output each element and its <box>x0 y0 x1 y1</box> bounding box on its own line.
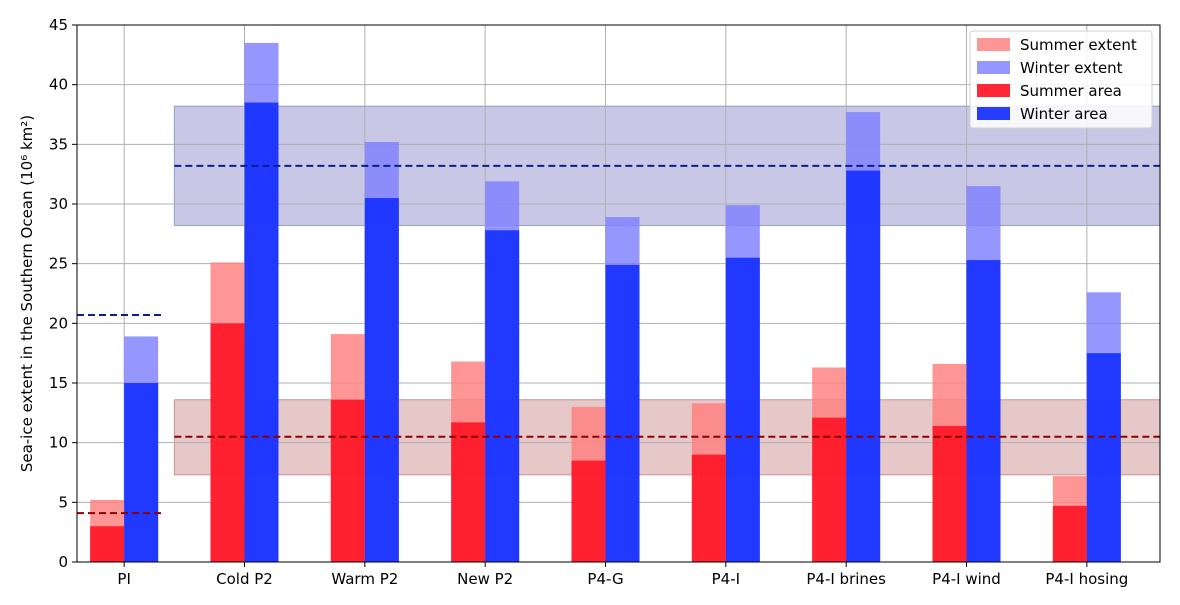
legend-swatch <box>977 84 1010 97</box>
bar-summer-area <box>90 526 125 562</box>
bar-winter-area <box>725 257 760 562</box>
legend-swatch <box>977 107 1010 120</box>
y-tick-label: 45 <box>49 16 68 34</box>
bar-winter-area <box>124 383 159 562</box>
bar-summer-area <box>451 422 486 562</box>
bar-summer-area <box>330 399 365 562</box>
bar-summer-area <box>210 323 245 562</box>
legend-label: Summer extent <box>1020 36 1137 54</box>
y-tick-label: 40 <box>49 76 68 94</box>
x-tick-label: Warm P2 <box>331 570 398 588</box>
legend-box <box>969 30 1153 129</box>
bar-winter-area <box>1086 353 1121 562</box>
x-tick-label: P4-I brines <box>806 570 886 588</box>
bar-summer-area <box>1052 505 1087 562</box>
legend-label: Winter extent <box>1020 59 1123 77</box>
reference-lines <box>77 164 1160 515</box>
bar-winter-area <box>244 102 279 563</box>
y-tick-label: 5 <box>58 493 68 511</box>
y-tick-label: 35 <box>49 135 68 153</box>
x-tick-label: P4-I <box>712 570 740 588</box>
y-axis-label: Sea-ice extent in the Southern Ocean (10… <box>18 115 36 472</box>
plot-frame <box>76 24 1161 563</box>
bar-winter-area <box>364 198 399 563</box>
x-tick-label: Cold P2 <box>216 570 273 588</box>
legend-label: Summer area <box>1020 82 1122 100</box>
legend-label: Winter area <box>1020 105 1108 123</box>
x-tick-label: New P2 <box>457 570 513 588</box>
legend-swatch <box>977 38 1010 51</box>
bar-summer-area <box>932 425 967 562</box>
observation-bands <box>173 105 1161 476</box>
x-axis-ticks: PI Cold P2 Warm P2 New P2 P4-G P4-I P4-I brine… <box>117 562 1128 588</box>
legend: Summer extent Winter extent Summer area Win… <box>969 30 1153 129</box>
y-axis-ticks: 0 5 10 15 20 25 30 35 40 45 <box>49 16 77 571</box>
bar-winter-area <box>485 230 520 562</box>
x-tick-label: PI <box>117 570 130 588</box>
y-tick-label: 30 <box>49 195 68 213</box>
bars <box>90 42 1121 563</box>
y-tick-label: 20 <box>49 314 68 332</box>
y-tick-label: 15 <box>49 374 68 392</box>
bar-summer-area <box>571 460 606 562</box>
bar-winter-area <box>605 264 640 562</box>
y-tick-label: 10 <box>49 434 68 452</box>
legend-swatch <box>977 61 1010 74</box>
x-tick-label: P4-G <box>587 570 623 588</box>
bar-summer-area <box>691 454 726 562</box>
x-tick-label: P4-I hosing <box>1045 570 1128 588</box>
bar-summer-area <box>812 417 847 562</box>
bar-winter-area <box>846 170 881 562</box>
bar-winter-area <box>966 260 1001 562</box>
y-tick-label: 25 <box>49 255 68 273</box>
x-tick-label: P4-I wind <box>932 570 1001 588</box>
y-tick-label: 0 <box>58 553 68 571</box>
